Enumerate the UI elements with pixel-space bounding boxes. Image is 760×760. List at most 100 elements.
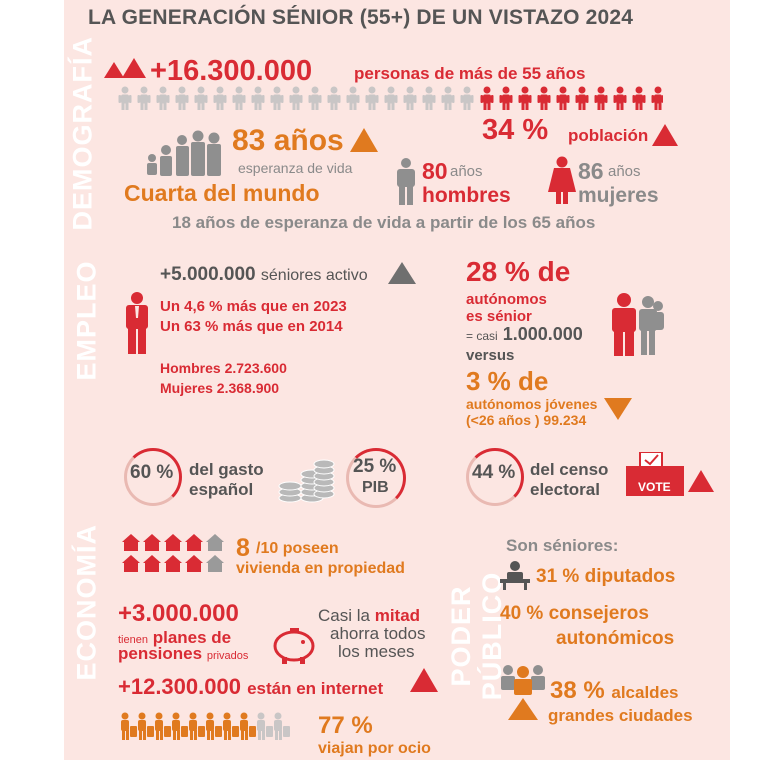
men-life-value: 80 [422, 158, 448, 184]
triangle-up-red-icon-3 [410, 668, 438, 692]
pension-plans-word: planes de [152, 628, 232, 647]
ballot-box-icon [626, 452, 684, 496]
pension-plans-value: +3.000.000 [118, 600, 239, 627]
man-icon [397, 158, 415, 205]
councilors-pct: 40 % [500, 603, 544, 624]
total-seniors-value: +16.300.000 [150, 55, 313, 87]
travelers-icon-row [121, 712, 290, 740]
homeowners-count: 8 [236, 534, 250, 562]
pension-plans-line2: pensiones privados [118, 644, 248, 664]
triangle-up-red-icon [652, 124, 678, 146]
fourth-word: Cuarta [124, 180, 197, 206]
mayors-line1: 38 % alcaldes [550, 677, 678, 705]
census-ring [466, 448, 524, 506]
world-word: del mundo [203, 180, 320, 206]
power-header: Son séniores: [506, 536, 619, 555]
piggy-bank-icon [273, 628, 315, 664]
travel-pct: 77 % [318, 712, 373, 739]
active-seniors-number: +5.000.000 [160, 264, 256, 285]
employment-growth-2014: Un 63 % más que en 2014 [160, 318, 343, 335]
internet-users-label: están en internet [247, 679, 384, 698]
census-label-line2: electoral [530, 480, 600, 499]
pension-tienen: tienen [118, 634, 148, 646]
population-pct: 34 % [482, 114, 549, 146]
senior-label: es sénior [466, 308, 532, 325]
young-self-employed-label: autónomos jóvenes [466, 396, 598, 412]
women-label: mujeres [578, 184, 659, 207]
aging-group-icon [147, 130, 221, 176]
men-label: hombres [422, 184, 511, 207]
women-life-value: 86 [578, 158, 604, 184]
pib-ring [346, 448, 406, 508]
internet-users-value: +12.300.000 están en internet [118, 674, 383, 700]
savings-casi: Casi la [318, 606, 370, 625]
spending-label-line2: español [189, 480, 254, 499]
life-after-65-text: 18 años de esperanza de vida a partir de… [172, 213, 596, 232]
arrows-up-icon [104, 58, 146, 78]
travel-label: viajan por ocio [318, 740, 431, 757]
almost-value: 1.000.000 [502, 324, 583, 344]
spending-label-line1: del gasto [189, 460, 264, 479]
houses-icon-row [122, 534, 224, 572]
mayors-icon [501, 665, 545, 720]
pension-plans-line1: tienen planes de [118, 628, 231, 648]
homeowners-of-ten: /10 poseen [256, 540, 339, 557]
section-label-demografia: DEMOGRAFÍA [67, 36, 98, 231]
mayors-line2: grandes ciudades [548, 706, 693, 725]
coins-stack-icon [278, 459, 335, 503]
internet-users-number: +12.300.000 [118, 674, 241, 699]
self-employed-label: autónomos [466, 291, 547, 308]
section-label-economia: ECONOMÍA [71, 524, 102, 681]
mayors-pct: 38 % [550, 677, 605, 704]
census-pct: 44 % [472, 462, 516, 483]
employed-women: Mujeres 2.368.900 [160, 380, 280, 396]
population-people-icon-row [118, 86, 663, 110]
life-expectancy-value: 83 años [232, 124, 344, 157]
deputies-pct: 31 % diputados [536, 566, 676, 587]
section-label-poder-publico: PODER PÚBLICO [446, 571, 507, 701]
savings-mitad: mitad [374, 606, 421, 625]
background-panel [64, 0, 730, 760]
savings-line3: los meses [338, 642, 415, 661]
almost-prefix: = casi [466, 329, 498, 343]
young-self-employed-pct: 3 % de [466, 366, 549, 396]
deputy-desk-icon [500, 561, 530, 590]
pib-pct: 25 % [353, 456, 397, 477]
total-seniors-label: personas de más de 55 años [354, 64, 586, 83]
councilors-label: consejeros [548, 603, 649, 624]
employed-men: Hombres 2.723.600 [160, 360, 287, 376]
worker-icon [126, 292, 148, 354]
section-label-empleo: EMPLEO [71, 260, 102, 381]
active-seniors-value: +5.000.000 séniores activo [160, 264, 368, 286]
councilors-line2: autonómicos [556, 628, 675, 649]
triangle-up-gray-icon [388, 262, 416, 284]
spending-pct: 60 % [130, 462, 174, 483]
homeowners-label: vivienda en propiedad [236, 560, 405, 577]
woman-icon [548, 156, 576, 204]
mayors-label: alcaldes [611, 683, 679, 702]
savings-line2: ahorra todos [330, 624, 426, 643]
councilors-line1: 40 % consejeros [500, 603, 649, 625]
life-expectancy-label: esperanza de vida [238, 160, 353, 176]
triangle-up-red-icon-2 [688, 470, 714, 492]
census-label-line1: del censo [530, 460, 609, 479]
savings-line1: Casi la mitad [318, 606, 420, 626]
women-life-unit: años [608, 163, 641, 180]
population-label: población [568, 126, 649, 145]
spending-ring [124, 448, 182, 506]
triangle-up-orange-icon [350, 128, 378, 152]
men-life-unit: años [450, 163, 483, 180]
young-self-employed-count: (<26 años ) 99.234 [466, 412, 587, 428]
triangle-down-orange-icon [604, 398, 632, 420]
vote-label: VOTE [638, 480, 671, 494]
page-title: LA GENERACIÓN SÉNIOR (55+) DE UN VISTAZO… [88, 6, 634, 29]
employment-growth-2023: Un 4,6 % más que en 2023 [160, 298, 347, 315]
senior-self-employed-pct: 28 % de [466, 256, 571, 287]
pension-privados: privados [206, 650, 249, 662]
versus-label: versus [466, 347, 515, 364]
almost-one-million: = casi 1.000.000 [466, 324, 583, 345]
active-seniors-label: séniores activo [260, 267, 368, 284]
pib-label: PIB [362, 479, 389, 496]
pension-word: pensiones [118, 644, 203, 663]
fourth-world-label: Cuarta del mundo [124, 180, 320, 207]
